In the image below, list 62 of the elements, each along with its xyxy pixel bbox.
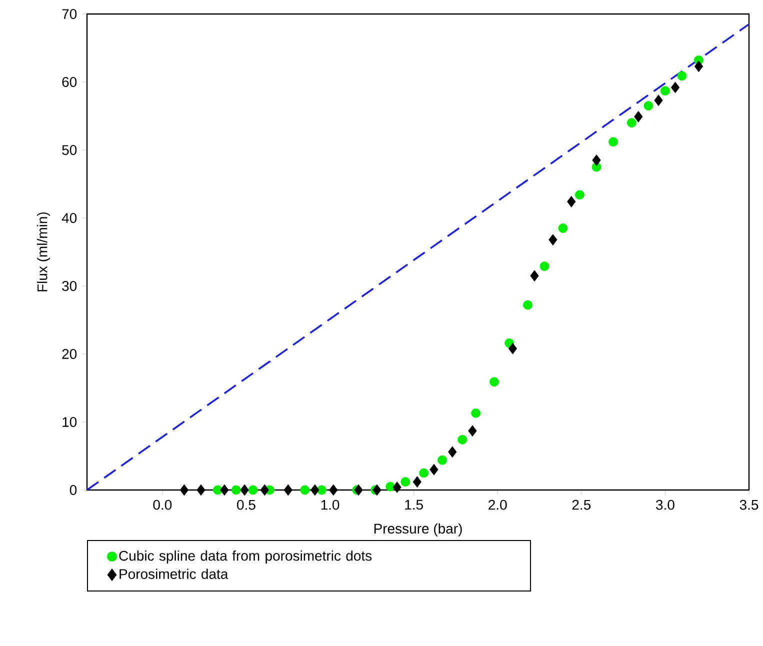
point	[458, 434, 468, 444]
point	[260, 484, 269, 496]
point	[468, 425, 477, 437]
point	[430, 464, 438, 476]
x-tick-label: 0.0	[153, 500, 172, 510]
point	[548, 234, 558, 246]
point	[220, 484, 229, 496]
y-tick-label: 50	[62, 145, 77, 155]
point	[670, 82, 680, 94]
point	[248, 485, 258, 495]
y-tick-label: 10	[62, 417, 77, 427]
x-tick-label: 0.5	[237, 500, 256, 510]
point	[677, 71, 687, 81]
x-tick-label: 1.5	[405, 500, 423, 510]
point	[540, 262, 550, 271]
point	[386, 482, 396, 492]
legend-label: Cubic spline data from porosimetric dots	[119, 550, 372, 564]
point	[626, 118, 636, 128]
point	[654, 94, 663, 106]
x-tick-label: 2.5	[572, 500, 591, 510]
point	[310, 484, 320, 496]
point	[438, 455, 448, 465]
point	[490, 377, 499, 387]
point	[448, 446, 457, 458]
point	[213, 485, 222, 495]
x-tick-label: 3.5	[740, 500, 758, 510]
point	[284, 484, 292, 496]
point	[644, 101, 654, 110]
x-tick-label: 2.0	[488, 500, 507, 510]
x-axis-title: Pressure (bar)	[374, 523, 462, 536]
point	[196, 484, 206, 496]
y-axis-title: Flux (ml/min)	[36, 212, 50, 292]
point	[471, 408, 481, 418]
point	[240, 484, 249, 496]
point	[530, 270, 539, 282]
y-tick-label: 20	[62, 349, 77, 359]
point	[412, 476, 422, 488]
point	[558, 224, 568, 233]
point	[329, 484, 338, 496]
point	[567, 196, 576, 208]
point	[508, 342, 518, 354]
point	[634, 110, 643, 122]
y-tick-label: 30	[62, 281, 77, 291]
point	[180, 484, 189, 496]
y-tick-label: 70	[62, 9, 77, 19]
y-tick-label: 40	[62, 213, 77, 223]
x-tick-label: 1.0	[321, 500, 340, 510]
x-tick-label: 3.0	[656, 500, 674, 510]
point	[694, 60, 704, 72]
legend-label: Porosimetric data	[120, 568, 228, 579]
y-tick-label: 60	[62, 77, 77, 87]
point	[592, 154, 601, 166]
y-tick-label: 0	[70, 485, 77, 495]
point	[392, 482, 402, 493]
point	[660, 86, 670, 96]
point	[608, 137, 618, 147]
point	[523, 300, 532, 310]
point	[575, 190, 584, 200]
point	[400, 477, 410, 487]
point	[231, 485, 241, 495]
point	[419, 468, 429, 478]
point	[300, 485, 310, 495]
